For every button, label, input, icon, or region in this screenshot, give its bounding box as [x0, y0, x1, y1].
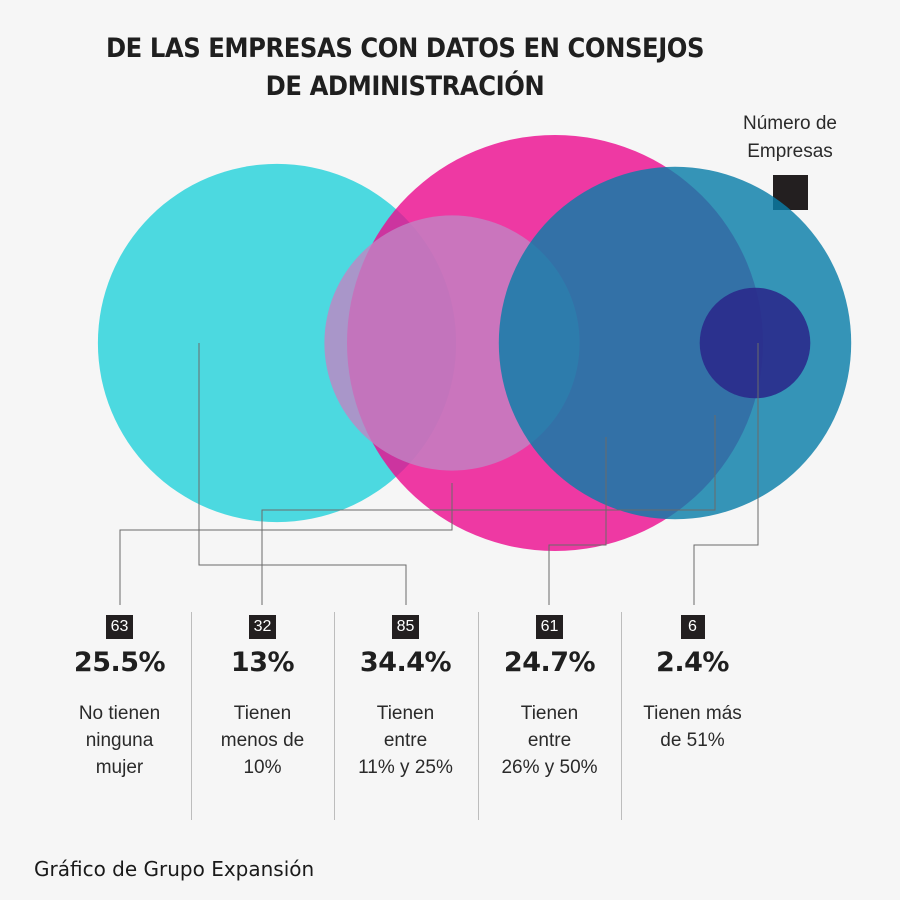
divider — [191, 612, 192, 820]
description-line: Tienen más — [643, 703, 742, 724]
description-line: de 51% — [660, 730, 725, 751]
description-line: Tienen — [520, 703, 579, 724]
category-column: 85 34.4% Tienen entre 11% y 25% — [334, 615, 477, 781]
description-line: Tienen — [376, 703, 435, 724]
source-credit: Gráfico de Grupo Expansión — [34, 857, 315, 881]
percent-label: 24.7% — [503, 647, 596, 678]
description-line: mujer — [95, 757, 144, 778]
count-badge: 63 — [105, 615, 134, 639]
leader-line-4 — [548, 437, 607, 605]
description-line: entre — [527, 730, 572, 751]
bubbles-group — [97, 135, 852, 551]
count-badge: 85 — [391, 615, 420, 639]
description-line: entre — [383, 730, 428, 751]
description-line: 10% — [243, 757, 282, 778]
bubble-5 — [699, 287, 811, 399]
category-description: Tienen más de 51% — [621, 700, 764, 754]
divider — [334, 612, 335, 820]
title-line-2: DE ADMINISTRACIÓN — [265, 71, 545, 102]
leader-line-5 — [693, 343, 759, 605]
category-description: No tienen ninguna mujer — [48, 700, 191, 781]
leader-line-3 — [261, 415, 716, 605]
legend-label-line-1: Número de — [743, 113, 837, 134]
bubble-4 — [498, 166, 852, 520]
title-line-1: DE LAS EMPRESAS CON DATOS EN CONSEJOS — [105, 33, 705, 64]
description-line: 11% y 25% — [358, 757, 453, 778]
category-column: 6 2.4% Tienen más de 51% — [621, 615, 764, 754]
leader-line-2 — [119, 483, 453, 605]
percent-label: 34.4% — [359, 647, 452, 678]
legend-label: Número de Empresas — [735, 110, 845, 166]
chart-title: DE LAS EMPRESAS CON DATOS EN CONSEJOS DE… — [41, 30, 770, 106]
leader-lines — [119, 343, 759, 605]
count-badge: 61 — [535, 615, 564, 639]
divider — [478, 612, 479, 820]
description-line: 26% y 50% — [501, 757, 598, 778]
category-column: 61 24.7% Tienen entre 26% y 50% — [478, 615, 621, 781]
description-line: ninguna — [85, 730, 154, 751]
category-column: 32 13% Tienen menos de 10% — [191, 615, 334, 781]
description-line: menos de — [220, 730, 305, 751]
description-line: Tienen — [233, 703, 292, 724]
category-column: 63 25.5% No tienen ninguna mujer — [48, 615, 191, 781]
category-description: Tienen entre 11% y 25% — [334, 700, 477, 781]
leader-line-1 — [198, 343, 407, 605]
percent-label: 13% — [230, 647, 295, 678]
count-badge: 32 — [248, 615, 277, 639]
percent-label: 2.4% — [656, 647, 729, 678]
category-description: Tienen entre 26% y 50% — [478, 700, 621, 781]
divider — [621, 612, 622, 820]
count-badge: 6 — [680, 615, 705, 639]
legend-label-line-2: Empresas — [747, 141, 833, 162]
category-description: Tienen menos de 10% — [191, 700, 334, 781]
percent-label: 25.5% — [73, 647, 166, 678]
description-line: No tienen — [78, 703, 161, 724]
